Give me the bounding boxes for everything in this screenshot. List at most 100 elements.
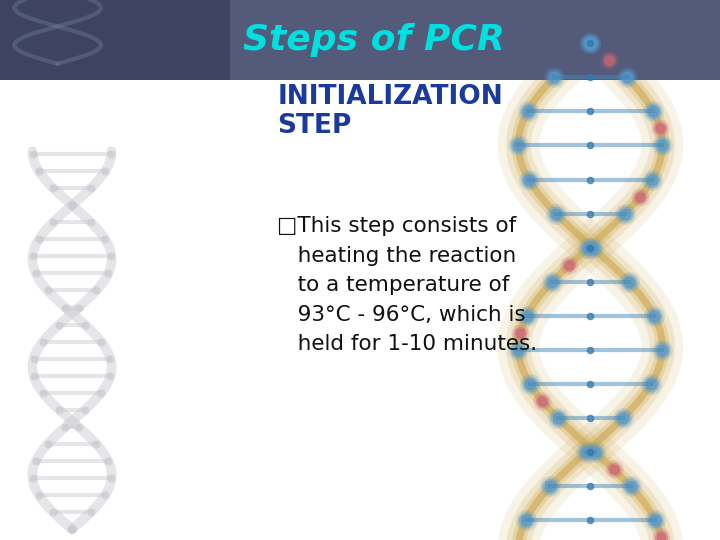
Point xyxy=(580,448,592,457)
Point xyxy=(524,380,536,388)
Point xyxy=(657,346,668,354)
Point xyxy=(585,39,596,48)
Point xyxy=(582,244,594,252)
Point xyxy=(582,244,594,252)
Point xyxy=(647,176,658,184)
FancyBboxPatch shape xyxy=(0,0,230,80)
Point xyxy=(544,482,556,491)
Point xyxy=(585,278,596,286)
Point xyxy=(585,39,596,48)
Point xyxy=(544,482,556,491)
Point xyxy=(587,244,598,252)
Point xyxy=(647,107,659,116)
Point xyxy=(649,516,661,525)
Point xyxy=(585,39,596,48)
Point xyxy=(655,533,667,540)
Point xyxy=(585,448,596,457)
Point xyxy=(645,380,657,388)
Point xyxy=(520,516,531,525)
Point xyxy=(513,346,524,354)
Point xyxy=(649,312,660,320)
Point xyxy=(585,39,596,48)
Point xyxy=(585,346,596,354)
Point xyxy=(603,56,615,65)
Point xyxy=(603,56,615,65)
Point xyxy=(580,448,592,457)
Point xyxy=(623,278,634,286)
Point xyxy=(619,210,631,218)
Point xyxy=(621,73,632,82)
Point xyxy=(549,73,560,82)
Point xyxy=(585,210,596,218)
Point xyxy=(514,329,526,338)
Text: INITIALIZATION
STEP: INITIALIZATION STEP xyxy=(277,84,503,139)
Point xyxy=(585,414,596,422)
Text: □This step consists of
   heating the reaction
   to a temperature of
   93°C - : □This step consists of heating the react… xyxy=(277,216,537,354)
Point xyxy=(550,210,562,218)
Point xyxy=(649,516,661,525)
Point xyxy=(647,107,659,116)
Point xyxy=(580,448,592,457)
Point xyxy=(524,380,536,388)
Point xyxy=(513,346,524,354)
Point xyxy=(634,192,646,201)
Point xyxy=(582,244,594,252)
Point xyxy=(657,346,668,354)
Point xyxy=(621,73,632,82)
Point xyxy=(634,192,646,201)
Point xyxy=(654,124,666,133)
Point xyxy=(522,107,534,116)
Point xyxy=(564,260,575,269)
Point xyxy=(523,176,534,184)
Point xyxy=(585,141,596,150)
Point xyxy=(564,260,575,269)
Point xyxy=(647,107,659,116)
Point xyxy=(585,312,596,320)
Point xyxy=(621,73,632,82)
Point xyxy=(546,278,558,286)
Point xyxy=(546,278,558,286)
Point xyxy=(513,346,524,354)
Point xyxy=(608,465,619,474)
Text: Steps of PCR: Steps of PCR xyxy=(243,23,505,57)
Point xyxy=(585,39,596,48)
Point xyxy=(585,176,596,184)
Point xyxy=(649,312,660,320)
Point xyxy=(655,533,667,540)
Point xyxy=(654,124,666,133)
Point xyxy=(649,516,661,525)
Point xyxy=(608,465,619,474)
Point xyxy=(585,39,596,48)
Point xyxy=(521,312,532,320)
Point xyxy=(514,329,526,338)
Point xyxy=(603,56,615,65)
Point xyxy=(536,397,548,406)
Point xyxy=(657,141,668,150)
Point xyxy=(647,176,658,184)
Point xyxy=(585,73,596,82)
FancyBboxPatch shape xyxy=(0,0,720,80)
Point xyxy=(521,312,532,320)
Point xyxy=(585,482,596,491)
Point xyxy=(649,312,660,320)
Point xyxy=(585,244,596,252)
Point xyxy=(619,210,631,218)
Point xyxy=(521,312,532,320)
Point xyxy=(585,380,596,388)
Point xyxy=(520,516,531,525)
Point xyxy=(589,448,600,457)
Point xyxy=(552,414,564,422)
Point xyxy=(589,448,600,457)
Point xyxy=(585,516,596,525)
Point xyxy=(523,176,534,184)
Point xyxy=(523,176,534,184)
Point xyxy=(536,397,548,406)
Point xyxy=(625,482,636,491)
Point xyxy=(619,210,631,218)
Point xyxy=(564,260,575,269)
Point xyxy=(587,244,598,252)
Point xyxy=(623,278,634,286)
Point xyxy=(645,380,657,388)
Point xyxy=(549,73,560,82)
Point xyxy=(524,380,536,388)
